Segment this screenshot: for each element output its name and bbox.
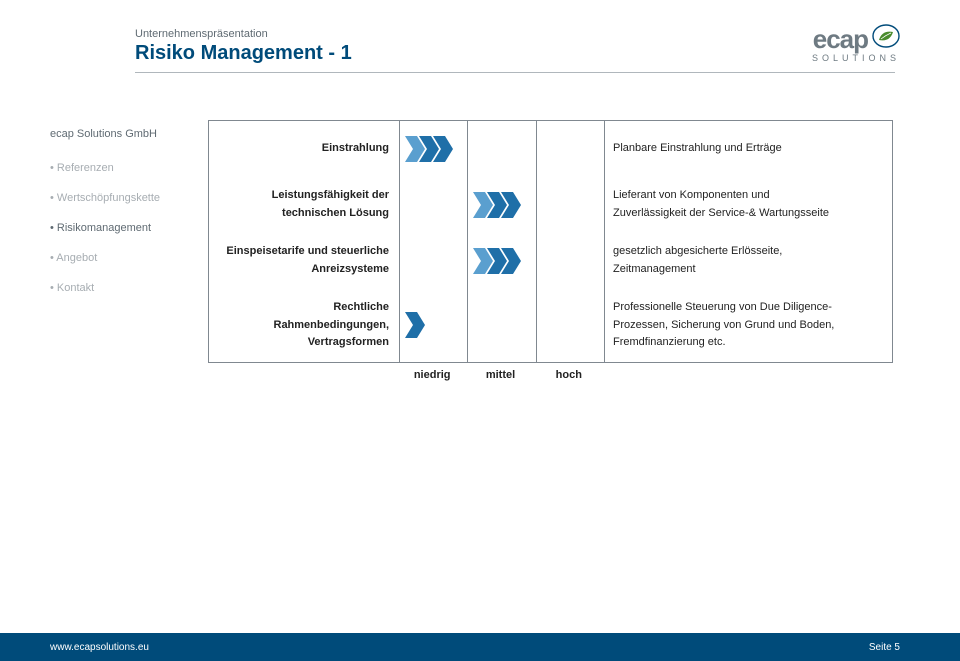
- risk-desc-3: Professionelle Steuerung von Due Diligen…: [604, 289, 892, 362]
- risk-label-2: Einspeisetarife und steuerlicheAnreizsys…: [209, 233, 399, 289]
- slide-subtitle: Unternehmenspräsentation: [135, 28, 352, 40]
- risk-cell: [536, 289, 604, 362]
- title-underline: [135, 72, 895, 73]
- axis-label-0: niedrig: [398, 369, 466, 381]
- risk-label-1: Leistungsfähigkeit dertechnischen Lösung: [209, 177, 399, 233]
- risk-desc-line: Prozessen, Sicherung von Grund und Boden…: [613, 317, 884, 335]
- risk-desc-line: Lieferant von Komponenten und: [613, 187, 884, 205]
- footer-page: Seite 5: [869, 642, 900, 653]
- risk-desc-line: Planbare Einstrahlung und Erträge: [613, 140, 884, 158]
- axis-row: niedrigmittelhoch: [208, 363, 893, 381]
- logo-sub: SOLUTIONS: [812, 53, 900, 63]
- risk-level-3: [399, 289, 604, 362]
- slide-title: Risiko Management - 1: [135, 42, 352, 65]
- sidebar-nav: ecap Solutions GmbH • Referenzen • Wertsc…: [50, 128, 200, 312]
- risk-matrix: Einstrahlung Planbare Einstrahlung und Er…: [208, 120, 893, 381]
- risk-level-0: [399, 121, 604, 177]
- brand-logo: ecap SOLUTIONS: [812, 24, 900, 63]
- risk-level-1: [399, 177, 604, 233]
- risk-desc-line: Zeitmanagement: [613, 261, 884, 279]
- company-name: ecap Solutions GmbH: [50, 128, 200, 140]
- risk-cell: [536, 177, 604, 233]
- sidebar-item-2[interactable]: • Risikomanagement: [50, 222, 200, 234]
- risk-cell: [467, 121, 535, 177]
- chevron-icon: [405, 136, 459, 162]
- risk-label-line: Leistungsfähigkeit der: [215, 187, 389, 205]
- risk-cell: [536, 121, 604, 177]
- chevron-icon: [473, 248, 527, 274]
- risk-label-line: Anreizsysteme: [215, 261, 389, 279]
- logo-main: ecap: [812, 24, 900, 55]
- risk-cell: [399, 233, 467, 289]
- slide-header: Unternehmenspräsentation Risiko Manageme…: [135, 28, 352, 65]
- sidebar-item-3[interactable]: • Angebot: [50, 252, 200, 264]
- footer-bar: www.ecapsolutions.eu Seite 5: [0, 633, 960, 661]
- risk-cell: [399, 177, 467, 233]
- sidebar-item-1[interactable]: • Wertschöpfungskette: [50, 192, 200, 204]
- risk-desc-line: Fremdfinanzierung etc.: [613, 334, 884, 352]
- leaf-icon: [872, 24, 900, 55]
- chevron-icon: [405, 312, 431, 338]
- risk-label-line: Einspeisetarife und steuerliche: [215, 243, 389, 261]
- chevron-icon: [473, 192, 527, 218]
- risk-desc-line: Zuverlässigkeit der Service-& Wartungsse…: [613, 205, 884, 223]
- axis-label-1: mittel: [466, 369, 534, 381]
- risk-label-3: Rechtliche Rahmenbedingungen,Vertragsfor…: [209, 289, 399, 362]
- risk-desc-line: Professionelle Steuerung von Due Diligen…: [613, 299, 884, 317]
- risk-desc-1: Lieferant von Komponenten undZuverlässig…: [604, 177, 892, 233]
- risk-cell: [467, 289, 535, 362]
- risk-label-line: Rechtliche Rahmenbedingungen,: [215, 299, 389, 334]
- risk-desc-line: gesetzlich abgesicherte Erlösseite,: [613, 243, 884, 261]
- footer-url: www.ecapsolutions.eu: [50, 642, 149, 653]
- risk-desc-2: gesetzlich abgesicherte Erlösseite,Zeitm…: [604, 233, 892, 289]
- risk-row-0: Einstrahlung Planbare Einstrahlung und Er…: [209, 121, 892, 177]
- risk-level-2: [399, 233, 604, 289]
- risk-label-line: technischen Lösung: [215, 205, 389, 223]
- risk-label-0: Einstrahlung: [209, 121, 399, 177]
- sidebar-item-4[interactable]: • Kontakt: [50, 282, 200, 294]
- logo-text: ecap: [813, 24, 868, 55]
- risk-row-2: Einspeisetarife und steuerlicheAnreizsys…: [209, 233, 892, 289]
- risk-label-line: Einstrahlung: [215, 140, 389, 158]
- risk-row-3: Rechtliche Rahmenbedingungen,Vertragsfor…: [209, 289, 892, 362]
- risk-desc-0: Planbare Einstrahlung und Erträge: [604, 121, 892, 177]
- sidebar-item-0[interactable]: • Referenzen: [50, 162, 200, 174]
- risk-cell: [536, 233, 604, 289]
- axis-label-2: hoch: [535, 369, 603, 381]
- risk-row-1: Leistungsfähigkeit dertechnischen Lösung…: [209, 177, 892, 233]
- risk-table: Einstrahlung Planbare Einstrahlung und Er…: [208, 120, 893, 363]
- risk-label-line: Vertragsformen: [215, 334, 389, 352]
